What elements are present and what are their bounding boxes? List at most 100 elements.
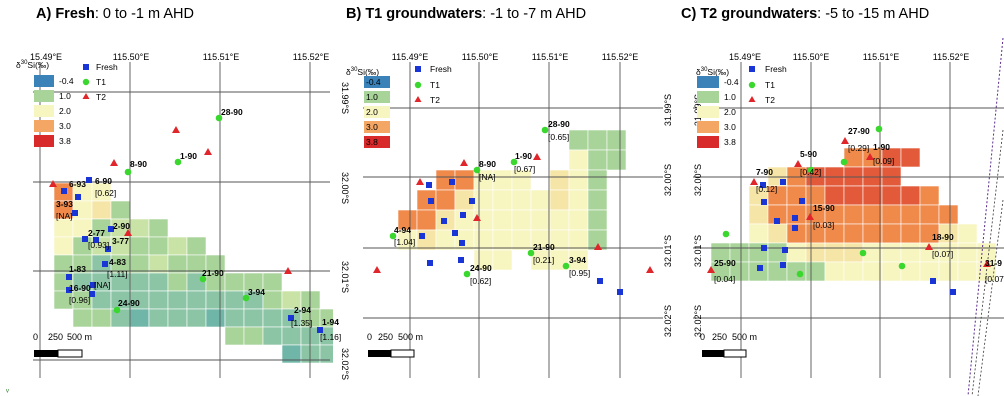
lon-label: 115.50°E bbox=[793, 52, 829, 62]
panel-c-fresh-markers bbox=[757, 179, 956, 295]
raster-cell bbox=[186, 308, 207, 328]
t2-marker bbox=[460, 159, 468, 166]
site-value: [1.16] bbox=[320, 332, 341, 342]
site-value: [1.04] bbox=[394, 237, 415, 247]
panel-a-title: A) Fresh: 0 to -1 m AHD bbox=[36, 6, 194, 22]
lat-label: 32.01°S bbox=[663, 235, 673, 267]
raster-cell bbox=[786, 204, 807, 225]
fresh-marker bbox=[757, 265, 763, 271]
raster-cell bbox=[129, 254, 150, 274]
legend-swatch bbox=[364, 76, 390, 88]
raster-cell bbox=[205, 290, 226, 310]
legend-scale-label: 1.0 bbox=[366, 92, 378, 102]
panel-c-title: C) T2 groundwaters: -5 to -15 m AHD bbox=[681, 6, 930, 22]
raster-cell bbox=[549, 189, 570, 211]
lon-label: 115.51°E bbox=[532, 52, 568, 62]
site-label: 2-77 bbox=[88, 228, 105, 238]
fresh-marker bbox=[452, 230, 458, 236]
lat-label: 32.02°S bbox=[340, 348, 350, 380]
fresh-marker bbox=[426, 182, 432, 188]
raster-cell bbox=[805, 242, 826, 263]
svg-text:500 m: 500 m bbox=[398, 332, 423, 342]
raster-cell bbox=[900, 204, 921, 225]
fresh-marker bbox=[72, 210, 78, 216]
raster-cell bbox=[900, 185, 921, 206]
lon-label: 115.52°E bbox=[602, 52, 638, 62]
raster-cell bbox=[957, 261, 978, 282]
raster-cell bbox=[568, 189, 589, 211]
lon-label: 15.49°E bbox=[30, 52, 62, 62]
legend-scale-label: 3.8 bbox=[366, 137, 378, 147]
triangle-icon bbox=[82, 93, 90, 99]
site-label: 3-93 bbox=[56, 199, 73, 209]
site-label: 15-90 bbox=[813, 203, 835, 213]
fresh-marker bbox=[66, 274, 72, 280]
t2-marker bbox=[750, 178, 758, 185]
raster-cell bbox=[919, 204, 940, 225]
legend-scale-label: 1.0 bbox=[59, 91, 71, 101]
site-label: 25-90 bbox=[714, 258, 736, 268]
fresh-marker bbox=[82, 236, 88, 242]
panel-a-map: 15.49°E 115.50°E 115.51°E 115.52°E 31.99… bbox=[16, 52, 350, 380]
site-label: 1-83 bbox=[69, 264, 86, 274]
raster-cell bbox=[129, 218, 150, 238]
panel-b-lat-labels: 31.99°S 32.00°S 32.01°S 32.02°S bbox=[663, 94, 673, 337]
site-value: [1.35] bbox=[291, 318, 312, 328]
panel-b-scale-bar: 0 250 500 m bbox=[367, 332, 423, 358]
raster-cell bbox=[919, 261, 940, 282]
raster-cell bbox=[186, 290, 207, 310]
legend-scale-label: 3.8 bbox=[59, 136, 71, 146]
panel-c-t2-markers bbox=[707, 137, 991, 273]
legend-swatch bbox=[364, 91, 390, 103]
site-value: [0.04] bbox=[714, 274, 735, 284]
site-label: 31-9 bbox=[985, 258, 1002, 268]
fresh-marker bbox=[317, 327, 323, 333]
raster-cell bbox=[148, 308, 169, 328]
lon-label: 115.50°E bbox=[113, 52, 149, 62]
raster-cell bbox=[148, 272, 169, 292]
legend-scale-label: 3.0 bbox=[59, 121, 71, 131]
fresh-marker bbox=[460, 212, 466, 218]
site-label: 1-90 bbox=[873, 142, 890, 152]
raster-cell bbox=[492, 229, 513, 251]
legend-swatch bbox=[34, 135, 54, 147]
panel-c-t1-markers bbox=[722, 125, 906, 278]
fresh-marker bbox=[761, 245, 767, 251]
legend-series-label: T1 bbox=[96, 77, 106, 87]
lat-label: 32.02°S bbox=[693, 305, 703, 337]
raster-cell bbox=[53, 236, 74, 256]
panel-b-map: 115.49°E 115.50°E 115.51°E 115.52°E 31.9… bbox=[346, 52, 673, 378]
legend-swatch bbox=[697, 121, 719, 133]
raster-cell bbox=[224, 272, 245, 292]
fresh-marker bbox=[597, 278, 603, 284]
panel-b-t2-markers bbox=[373, 153, 654, 273]
panel-b-grid bbox=[363, 62, 663, 378]
panel-b-site-labels: 28-90 [0.65] 1-90 [0.67] 8-90 [NA] 4-94 … bbox=[394, 119, 590, 286]
site-value: [0.12] bbox=[756, 184, 777, 194]
site-value: [0.42] bbox=[800, 167, 821, 177]
raster-cell bbox=[748, 223, 769, 244]
site-label: 1-94 bbox=[322, 317, 339, 327]
raster-cell bbox=[767, 223, 788, 244]
triangle-icon bbox=[748, 96, 756, 102]
legend-series-label: T2 bbox=[430, 95, 440, 105]
circle-icon bbox=[82, 78, 90, 86]
circle-icon bbox=[748, 81, 756, 89]
raster-cell bbox=[110, 308, 131, 328]
panel-b-legend: δ30Si(‰) -0.4 1.0 2.0 3.0 3.8 Fresh T1 T… bbox=[346, 64, 452, 148]
site-value: [0.95] bbox=[569, 268, 590, 278]
raster-cell bbox=[843, 166, 864, 187]
legend-swatch bbox=[34, 120, 54, 132]
site-value: [0.07] bbox=[932, 249, 953, 259]
raster-cell bbox=[606, 149, 627, 171]
raster-cell bbox=[568, 169, 589, 191]
site-label: 4-83 bbox=[109, 257, 126, 267]
raster-cell bbox=[262, 272, 283, 292]
raster-cell bbox=[167, 254, 188, 274]
legend-series-label: T1 bbox=[430, 80, 440, 90]
site-label: 28-90 bbox=[548, 119, 570, 129]
site-label: 21-90 bbox=[202, 268, 224, 278]
svg-text:0: 0 bbox=[33, 332, 38, 342]
fresh-marker bbox=[93, 237, 99, 243]
raster-cell bbox=[881, 261, 902, 282]
